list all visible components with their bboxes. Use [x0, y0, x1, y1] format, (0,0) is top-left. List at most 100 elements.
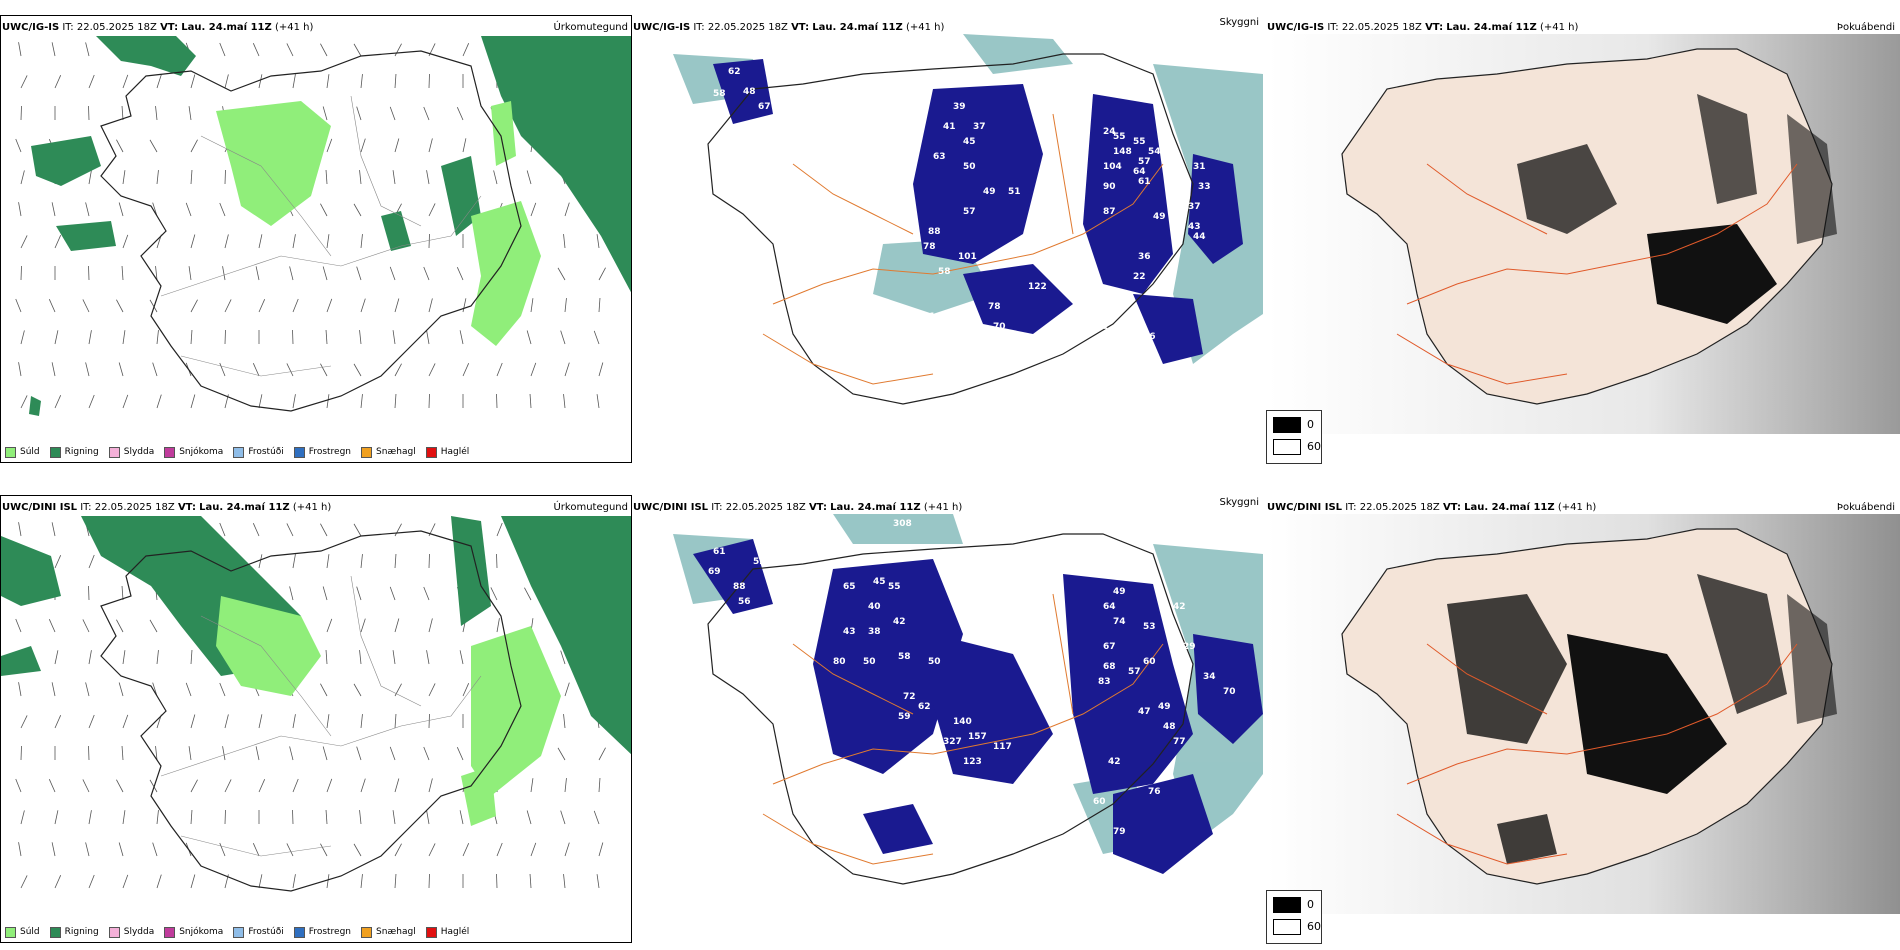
wind-barb — [530, 778, 534, 793]
visibility-value-label: 140 — [953, 717, 972, 727]
visibility-value-label: 53 — [1143, 622, 1156, 632]
wind-barb — [598, 298, 601, 313]
wind-barb — [149, 779, 158, 793]
wind-barb — [219, 202, 226, 217]
wind-barb — [389, 746, 396, 761]
wind-barb — [258, 779, 266, 793]
wind-barb — [564, 298, 567, 313]
wind-barb — [190, 394, 196, 409]
wind-barb — [596, 394, 600, 409]
fog-map-svg — [1267, 34, 1900, 434]
legend-label: Frostregn — [308, 927, 352, 937]
model-name: UWC/DINI ISL — [1267, 502, 1343, 513]
wind-barb — [219, 42, 226, 57]
wind-barb — [423, 586, 430, 601]
visibility-value-label: 156 — [1053, 272, 1072, 282]
visibility-value-label: 54 — [1148, 147, 1161, 157]
legend-item-sleet: Slydda — [108, 446, 154, 458]
visibility-value-label: 41 — [753, 902, 766, 912]
wind-barb — [423, 746, 430, 761]
visibility-value-label: 70 — [1223, 687, 1236, 697]
visibility-value-label: 48 — [1163, 722, 1176, 732]
wind-barb — [496, 618, 500, 633]
wind-barb — [557, 267, 566, 281]
panel-title: Úrkomutegund — [553, 22, 628, 33]
wind-barb — [18, 842, 22, 857]
visibility-value-label: 45 — [963, 137, 976, 147]
wind-barb — [564, 202, 570, 217]
wind-barb — [320, 43, 328, 57]
header-row1-left: UWC/IG-IS IT: 22.05.2025 18Z VT: Lau. 24… — [2, 22, 630, 34]
wind-barb — [428, 138, 433, 153]
visibility-value-label: 42 — [1173, 602, 1186, 612]
legend-item-snow-pellets: Snæhagl — [361, 446, 416, 458]
swatch — [361, 926, 373, 938]
wind-barb — [224, 234, 229, 249]
wind-barb — [258, 234, 263, 249]
wind-barb — [122, 650, 126, 665]
wind-barb — [190, 874, 196, 889]
visibility-value-label: 49 — [983, 187, 996, 197]
wind-barb — [190, 779, 198, 793]
wind-barb — [289, 746, 294, 761]
wind-barb — [462, 363, 470, 377]
wind-barb — [462, 138, 467, 153]
wind-barb — [326, 138, 333, 153]
legend-item-freezing-drizzle: Frostúði — [233, 446, 284, 458]
wind-barb — [598, 747, 606, 761]
wind-barb — [564, 362, 570, 377]
visibility-value-label: 61 — [713, 547, 726, 557]
wind-barb — [428, 683, 436, 697]
wind-barbs — [15, 42, 606, 409]
wind-barb — [394, 874, 397, 889]
wind-barb — [18, 682, 22, 697]
wind-barb — [54, 555, 62, 569]
wind-barb — [320, 523, 328, 537]
wind-barb — [563, 234, 566, 249]
visibility-value-label: 117 — [993, 742, 1012, 752]
wind-barb — [493, 170, 498, 185]
wind-barb — [426, 170, 430, 185]
legend-item-drizzle: Súld — [5, 926, 40, 938]
visibility-value-label: 88 — [733, 582, 746, 592]
wind-barb — [155, 746, 158, 761]
wind-barb — [51, 842, 56, 857]
visibility-map-row1: 62 58 48 67 56 39 41 37 45 63 50 49 51 57 88 78 58 101 210… — [633, 34, 1263, 434]
visibility-value-label: 122 — [1028, 282, 1047, 292]
wind-barb — [15, 138, 22, 153]
visibility-value-label: 104 — [1103, 162, 1122, 172]
visibility-value-label: 50 — [863, 657, 876, 667]
wind-barb — [322, 586, 328, 601]
wind-barb — [219, 362, 226, 377]
wind-barb — [292, 234, 296, 249]
wind-barb — [325, 650, 328, 665]
wind-barb — [593, 810, 600, 825]
wind-barb — [563, 714, 566, 729]
wind-barb — [116, 139, 124, 153]
wind-barb — [353, 843, 362, 857]
wind-barb — [392, 170, 396, 185]
lead-time: (+41 h) — [274, 22, 314, 33]
wind-barb — [360, 138, 366, 153]
legend-label: Haglél — [440, 447, 470, 457]
wind-barb — [360, 298, 366, 313]
visibility-value-label: 56 — [768, 117, 781, 127]
visibility-value-label: 51 — [1008, 187, 1021, 197]
wind-barb — [156, 810, 159, 825]
wind-barb — [389, 266, 396, 281]
wind-barb — [394, 843, 402, 857]
visibility-value-label: 80 — [833, 657, 846, 667]
legend-item-hail: Haglél — [425, 926, 469, 938]
wind-barb — [155, 266, 158, 281]
wind-barb — [392, 650, 396, 665]
wind-barb — [20, 810, 25, 825]
wind-barb — [85, 202, 90, 217]
roads — [1396, 643, 1798, 865]
visibility-value-label: 148 — [1113, 147, 1132, 157]
wind-barb — [18, 42, 22, 57]
wind-barb — [356, 106, 362, 121]
visibility-value-label: 55 — [888, 582, 901, 592]
legend-label: Snæhagl — [376, 927, 416, 937]
visibility-value-label: 50 — [928, 657, 941, 667]
legend-label: Súld — [20, 447, 40, 457]
